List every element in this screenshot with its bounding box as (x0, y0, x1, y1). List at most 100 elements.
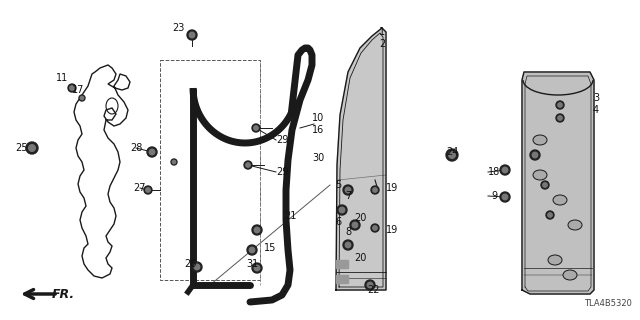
Circle shape (149, 149, 155, 155)
Circle shape (500, 192, 510, 202)
Circle shape (254, 265, 260, 271)
Circle shape (254, 126, 258, 130)
Circle shape (371, 186, 379, 194)
Text: 17: 17 (72, 85, 84, 95)
Bar (336, 260, 348, 268)
Text: 23: 23 (172, 23, 184, 33)
Text: 3: 3 (593, 93, 599, 103)
Ellipse shape (548, 255, 562, 265)
Circle shape (68, 84, 76, 92)
Text: 29: 29 (276, 167, 288, 177)
Circle shape (343, 240, 353, 250)
Text: 4: 4 (593, 105, 599, 115)
Circle shape (558, 116, 562, 120)
Circle shape (187, 30, 197, 40)
Text: 20: 20 (354, 253, 366, 263)
Circle shape (79, 95, 85, 101)
Circle shape (541, 181, 549, 189)
Polygon shape (336, 28, 386, 290)
Circle shape (26, 142, 38, 154)
Circle shape (146, 188, 150, 192)
Text: 20: 20 (354, 213, 366, 223)
Ellipse shape (553, 195, 567, 205)
Text: 2: 2 (379, 39, 385, 49)
Text: 11: 11 (56, 73, 68, 83)
Circle shape (172, 160, 175, 164)
Text: 8: 8 (345, 227, 351, 237)
Circle shape (546, 211, 554, 219)
Circle shape (345, 242, 351, 248)
Circle shape (371, 224, 379, 232)
Circle shape (339, 207, 345, 213)
Text: TLA4B5320: TLA4B5320 (584, 299, 632, 308)
Circle shape (556, 101, 564, 109)
Circle shape (81, 96, 84, 100)
Circle shape (195, 264, 200, 270)
Text: 9: 9 (491, 191, 497, 201)
Text: 1: 1 (379, 27, 385, 37)
Polygon shape (522, 72, 594, 294)
Text: 7: 7 (345, 191, 351, 201)
Ellipse shape (533, 135, 547, 145)
Circle shape (350, 220, 360, 230)
Circle shape (252, 124, 260, 132)
Text: 10: 10 (312, 113, 324, 123)
Ellipse shape (568, 220, 582, 230)
Circle shape (252, 225, 262, 235)
Text: 31: 31 (246, 259, 258, 269)
Circle shape (530, 150, 540, 160)
Bar (160, 60, 260, 280)
Text: 29: 29 (276, 135, 288, 145)
Circle shape (192, 262, 202, 272)
Bar (336, 275, 348, 283)
Text: 15: 15 (264, 243, 276, 253)
Circle shape (345, 187, 351, 193)
Ellipse shape (563, 270, 577, 280)
Circle shape (543, 183, 547, 187)
Text: 19: 19 (386, 183, 398, 193)
Text: 18: 18 (488, 167, 500, 177)
Text: 5: 5 (335, 180, 341, 190)
Circle shape (558, 103, 562, 107)
Circle shape (247, 245, 257, 255)
Circle shape (144, 186, 152, 194)
Circle shape (556, 114, 564, 122)
Circle shape (449, 152, 455, 158)
Circle shape (548, 213, 552, 217)
Ellipse shape (533, 170, 547, 180)
Circle shape (502, 194, 508, 200)
Text: 22: 22 (368, 285, 380, 295)
Circle shape (252, 263, 262, 273)
Text: 25: 25 (16, 143, 28, 153)
Circle shape (70, 86, 74, 90)
Circle shape (367, 282, 372, 288)
Circle shape (502, 167, 508, 173)
Text: 21: 21 (284, 211, 296, 221)
Text: 6: 6 (335, 217, 341, 227)
Circle shape (532, 152, 538, 158)
Circle shape (249, 247, 255, 253)
Circle shape (372, 188, 377, 192)
Text: FR.: FR. (52, 289, 75, 301)
Text: 27: 27 (134, 183, 147, 193)
Circle shape (365, 280, 375, 290)
Circle shape (446, 149, 458, 161)
Circle shape (246, 163, 250, 167)
Text: 19: 19 (386, 225, 398, 235)
Circle shape (29, 145, 35, 151)
Circle shape (171, 159, 177, 165)
Circle shape (500, 165, 510, 175)
Circle shape (343, 185, 353, 195)
Circle shape (244, 161, 252, 169)
Circle shape (337, 205, 347, 215)
Circle shape (254, 227, 260, 233)
Circle shape (147, 147, 157, 157)
Text: 24: 24 (446, 147, 458, 157)
Text: 26: 26 (184, 259, 196, 269)
Circle shape (189, 32, 195, 38)
Circle shape (372, 226, 377, 230)
Circle shape (352, 222, 358, 228)
Text: 28: 28 (130, 143, 142, 153)
Text: 30: 30 (312, 153, 324, 163)
Text: 16: 16 (312, 125, 324, 135)
